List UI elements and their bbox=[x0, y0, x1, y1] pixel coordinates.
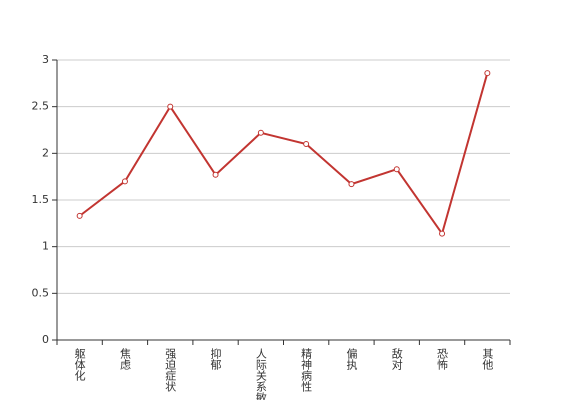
point bbox=[76, 212, 83, 219]
x-tick-label: 强迫症状 bbox=[164, 348, 177, 392]
y-tick-label: 3 bbox=[42, 53, 49, 66]
x-tick-label: 偏执 bbox=[345, 347, 358, 371]
y-tick-label: 1 bbox=[42, 240, 49, 253]
x-tick-label: 精神病性 bbox=[300, 348, 313, 393]
x-tick-label: 焦虑 bbox=[118, 348, 131, 370]
point bbox=[484, 70, 491, 77]
point bbox=[348, 181, 355, 188]
x-tick-label: 躯体化 bbox=[73, 348, 86, 382]
point bbox=[167, 103, 174, 110]
x-tick-label: 恐怖 bbox=[436, 348, 449, 370]
x-tick-label: 敌对 bbox=[390, 347, 403, 370]
y-tick-label: 0.5 bbox=[32, 286, 50, 299]
point bbox=[257, 129, 264, 136]
point bbox=[393, 166, 400, 173]
line bbox=[79, 72, 489, 236]
point bbox=[212, 171, 219, 178]
x-tick-label: 其他 bbox=[481, 348, 494, 370]
y-tick-label: 2.5 bbox=[32, 100, 50, 113]
x-tick-label: 抑郁 bbox=[209, 347, 222, 370]
y-tick-label: 2 bbox=[42, 146, 49, 159]
point bbox=[439, 230, 446, 237]
y-tick-label: 1.5 bbox=[32, 193, 50, 206]
y-tick-label: 0 bbox=[42, 333, 49, 346]
x-tick-label: 人际关系敏感 bbox=[254, 348, 267, 400]
point bbox=[121, 178, 128, 185]
point bbox=[303, 141, 310, 147]
